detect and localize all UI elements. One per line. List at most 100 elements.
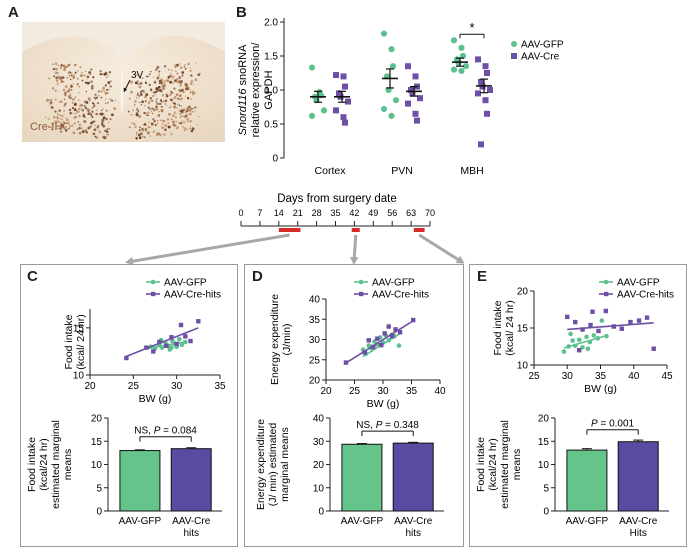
x-tick-label: 25 [128,381,140,392]
y-tick-label: 15 [517,324,529,335]
data-point-cre [484,110,490,117]
timeline-tick-label: 70 [425,208,435,218]
data-point-cre [164,343,169,348]
data-point-gfp [317,92,325,99]
stain-dot [142,124,144,126]
stain-dot [141,89,144,92]
stain-dot [191,127,195,131]
stain-dot [73,108,77,112]
stain-dot [131,121,134,125]
stain-dot [61,76,65,79]
data-point-cre [333,72,339,79]
data-point-cre [151,349,156,354]
stain-dot [192,107,194,110]
stain-dot [130,80,134,84]
stain-dot [80,103,82,105]
data-point-cre [482,97,489,104]
stain-dot [72,75,76,79]
stain-dot [160,106,163,108]
stain-dot [145,93,149,97]
stain-dot [155,68,158,71]
stain-dot [101,121,104,124]
stain-dot [93,103,95,105]
y-axis-label: marginal means [279,427,291,502]
stain-dot [163,65,167,68]
stain-dot [63,104,66,107]
stain-dot [179,66,183,69]
x-category-label-2: Hits [630,528,647,539]
stain-dot [189,69,192,72]
legend-marker-cre [359,291,364,297]
stain-dot [98,94,100,97]
y-axis-label: means [62,449,74,481]
stain-dot [73,132,75,134]
x-category-label-2: hits [405,528,421,539]
x-tick-label: 20 [320,386,332,397]
stain-dot [109,118,112,120]
stain-dot [134,104,136,106]
stain-dot [109,85,112,88]
stain-dot [90,121,93,125]
stain-dot [177,98,179,100]
stain-dot [65,65,68,69]
data-point-cre [478,141,484,148]
stain-dot [138,136,142,140]
stain-dot [70,124,74,128]
stain-dot [185,67,187,70]
stain-dot [82,115,85,118]
panel-label-a: A [8,4,19,21]
stain-dot [153,91,156,94]
stain-dot [143,124,146,127]
stain-dot [189,67,192,69]
stain-dot [93,104,96,107]
data-point-gfp [366,343,372,348]
data-point-cre [371,344,376,349]
stain-dot [164,128,167,131]
stain-dot [151,99,154,102]
stain-dot [106,133,109,136]
stain-dot [137,74,140,76]
data-point-cre [409,90,416,97]
stain-dot [57,75,60,78]
legend-label: AAV-Cre-hits [164,290,221,301]
stain-dot [148,100,151,103]
stain-dot [61,130,63,133]
stain-dot [78,91,80,94]
stain-dot [156,122,159,125]
stain-dot [152,76,155,78]
stain-dot [178,88,181,92]
stain-dot [106,101,109,104]
stain-dot [46,100,48,102]
y-axis-label-2: relative expression/ [250,42,262,138]
measurement-window [278,228,301,232]
y-axis-label: (J/ min) estimated [267,423,279,507]
stain-dot [164,102,167,105]
ihc-label: Cre-IHC [30,121,71,133]
stat-value: = 0.084 [160,426,197,437]
data-point-gfp [585,346,591,352]
stain-dot [158,133,162,137]
data-point-cre [577,348,582,353]
data-point-gfp [389,63,397,70]
y-axis-label-rest: snoRNA [237,44,249,89]
stain-dot [59,66,63,69]
stain-dot [91,84,94,88]
data-point-cre [393,327,398,332]
stain-dot [105,109,108,112]
stain-dot [180,105,182,107]
stain-dot [161,80,164,83]
ventricle-label: 3V [131,70,144,81]
stain-dot [94,120,96,122]
stain-dot [74,115,77,119]
stain-dot [190,80,194,83]
stain-dot [73,122,76,125]
stain-dot [153,80,157,84]
stain-dot [86,108,90,112]
regression-line [563,334,608,349]
stain-dot [147,126,150,129]
y-tick-label: 15 [91,437,103,448]
stain-dot [44,116,47,119]
ihc-image [22,22,225,142]
stain-dot [68,108,72,112]
data-point-cre [169,335,174,340]
